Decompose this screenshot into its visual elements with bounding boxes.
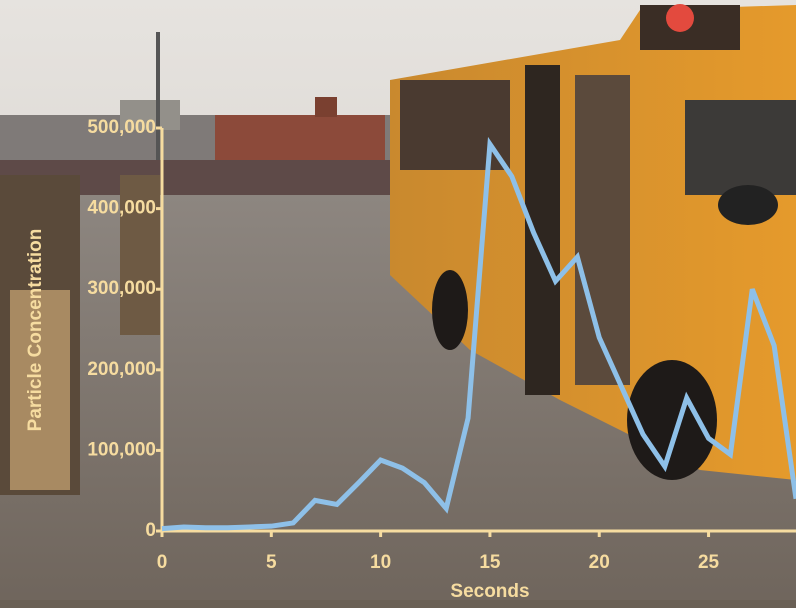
x-tick-label: 20 [589,552,610,573]
y-tick-label: 100,000 [87,439,156,460]
y-tick-label: 500,000 [87,117,156,138]
x-tick-label: 10 [370,552,391,573]
y-tick-label: 300,000 [87,278,156,299]
y-tick-label: 400,000 [87,198,156,219]
x-tick-label: 15 [479,552,501,573]
x-tick-label: 0 [157,552,168,573]
x-axis-title: Seconds [450,581,529,602]
x-tick-label: 5 [266,552,277,573]
x-tick-label: 25 [698,552,720,573]
data-line [161,136,796,532]
y-tick-label: 200,000 [87,359,156,380]
y-axis-title: Particle Concentration [25,229,46,432]
y-tick-label: 0 [145,520,156,541]
